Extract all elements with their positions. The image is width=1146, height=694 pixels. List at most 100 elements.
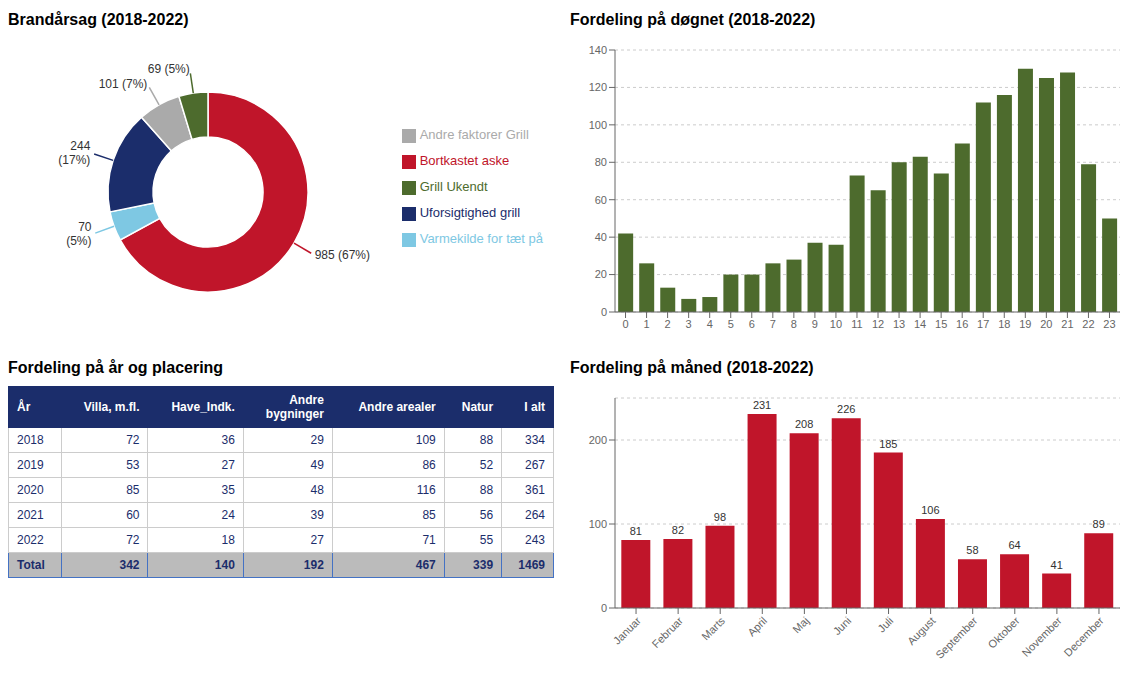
svg-text:19: 19 <box>1019 318 1031 330</box>
html-text:88: 88 <box>479 483 494 497</box>
svg-text:1: 1 <box>644 318 650 330</box>
svg-text:101 (7%): 101 (7%) <box>99 77 148 91</box>
svg-text:140: 140 <box>589 44 607 56</box>
html-text:Fordeling på døgnet (2018-2022: Fordeling på døgnet (2018-2022) <box>570 11 816 28</box>
svg-text:11: 11 <box>851 318 862 330</box>
html-text:36: 36 <box>221 433 235 447</box>
svg-text:3: 3 <box>686 318 692 330</box>
html-text:116: 116 <box>416 483 436 497</box>
html-text:2018: 2018 <box>17 433 44 447</box>
svg-text:4: 4 <box>707 318 713 330</box>
svg-text:98: 98 <box>714 511 726 523</box>
svg-text:November: November <box>1019 614 1064 659</box>
svg-text:5: 5 <box>728 318 734 330</box>
svg-text:100: 100 <box>589 518 607 530</box>
html-text:Fordeling på måned (2018-2022): Fordeling på måned (2018-2022) <box>570 359 814 376</box>
html-text:I alt: I alt <box>524 400 545 414</box>
html-text:Andre bygninger: Andre bygninger <box>265 393 324 421</box>
svg-text:April: April <box>745 614 769 638</box>
html-text:35: 35 <box>221 483 235 497</box>
svg-text:23: 23 <box>1103 318 1115 330</box>
svg-text:7: 7 <box>770 318 776 330</box>
svg-text:17: 17 <box>977 318 989 330</box>
svg-text:0: 0 <box>601 602 607 614</box>
svg-text:August: August <box>905 614 938 647</box>
html-text:Villa, m.fl.: Villa, m.fl. <box>83 400 140 414</box>
svg-text:0: 0 <box>622 318 628 330</box>
svg-text:231: 231 <box>753 399 771 411</box>
svg-text:December: December <box>1062 614 1107 659</box>
svg-text:80: 80 <box>595 156 607 168</box>
svg-text:64: 64 <box>1008 539 1020 551</box>
svg-text:16: 16 <box>956 318 968 330</box>
svg-text:41: 41 <box>1051 559 1063 571</box>
svg-text:22: 22 <box>1082 318 1094 330</box>
svg-text:6: 6 <box>749 318 755 330</box>
html-text:109: 109 <box>415 433 436 447</box>
html-text:86: 86 <box>422 458 436 472</box>
html-text:År: År <box>17 400 31 414</box>
svg-text:Marts: Marts <box>699 614 727 642</box>
svg-text:81: 81 <box>630 525 642 537</box>
svg-text:2: 2 <box>665 318 671 330</box>
svg-text:9: 9 <box>812 318 818 330</box>
html-text:2020: 2020 <box>17 483 44 497</box>
html-text:Have_Indk.: Have_Indk. <box>171 400 235 414</box>
svg-text:13: 13 <box>893 318 905 330</box>
svg-text:20: 20 <box>595 268 607 280</box>
html-text:Andre arealer: Andre arealer <box>358 400 436 414</box>
svg-text:69 (5%): 69 (5%) <box>148 62 190 76</box>
html-text:Bortkastet aske: Bortkastet aske <box>419 153 510 168</box>
svg-text:12: 12 <box>872 318 884 330</box>
svg-text:14: 14 <box>914 318 926 330</box>
svg-text:Oktober: Oktober <box>986 614 1022 650</box>
html-text:Uforsigtighed grill: Uforsigtighed grill <box>419 205 521 220</box>
svg-text:40: 40 <box>595 231 607 243</box>
svg-text:10: 10 <box>830 318 842 330</box>
svg-text:18: 18 <box>998 318 1010 330</box>
svg-text:20: 20 <box>1040 318 1052 330</box>
svg-text:70(5%): 70(5%) <box>66 220 92 248</box>
html-text:2019: 2019 <box>17 458 44 472</box>
svg-text:200: 200 <box>589 434 607 446</box>
svg-text:Maj: Maj <box>790 614 811 635</box>
svg-text:185: 185 <box>879 438 897 450</box>
html-text:Natur: Natur <box>461 400 494 414</box>
html-text:267: 267 <box>525 458 545 472</box>
html-text:29: 29 <box>310 433 324 447</box>
svg-text:21: 21 <box>1061 318 1073 330</box>
svg-text:15: 15 <box>935 318 947 330</box>
html-text:334: 334 <box>525 433 545 447</box>
svg-text:Januar: Januar <box>611 614 644 647</box>
html-text:Fordeling på år og placering: Fordeling på år og placering <box>8 359 224 376</box>
svg-text:244(17%): 244(17%) <box>58 139 90 167</box>
html-text:27: 27 <box>221 458 235 472</box>
svg-text:Juni: Juni <box>831 614 854 637</box>
svg-text:September: September <box>933 614 980 661</box>
html-text:72: 72 <box>126 433 140 447</box>
html-text:49: 49 <box>310 458 324 472</box>
svg-text:58: 58 <box>966 544 978 556</box>
svg-text:0: 0 <box>601 306 607 318</box>
svg-text:100: 100 <box>589 119 607 131</box>
svg-text:208: 208 <box>795 418 813 430</box>
html-text:52: 52 <box>479 458 494 472</box>
svg-text:8: 8 <box>791 318 797 330</box>
svg-text:120: 120 <box>589 81 607 93</box>
html-text:53: 53 <box>126 458 140 472</box>
svg-text:106: 106 <box>921 504 939 516</box>
svg-text:82: 82 <box>672 524 684 536</box>
svg-text:226: 226 <box>837 403 855 415</box>
html-text:Brandårsag (2018-2022): Brandårsag (2018-2022) <box>8 11 189 28</box>
html-text:88: 88 <box>479 433 494 447</box>
html-text:48: 48 <box>310 483 324 497</box>
svg-text:89: 89 <box>1093 518 1105 530</box>
svg-text:Juli: Juli <box>875 614 895 634</box>
svg-text:Februar: Februar <box>649 614 685 650</box>
html-text:Andre faktorer Grill: Andre faktorer Grill <box>419 127 529 142</box>
html-text:85: 85 <box>126 483 140 497</box>
html-text:Varmekilde for tæt på: Varmekilde for tæt på <box>419 231 543 246</box>
html-text:Grill Ukendt: Grill Ukendt <box>419 179 488 194</box>
svg-text:985 (67%): 985 (67%) <box>315 248 370 262</box>
svg-text:60: 60 <box>595 194 607 206</box>
